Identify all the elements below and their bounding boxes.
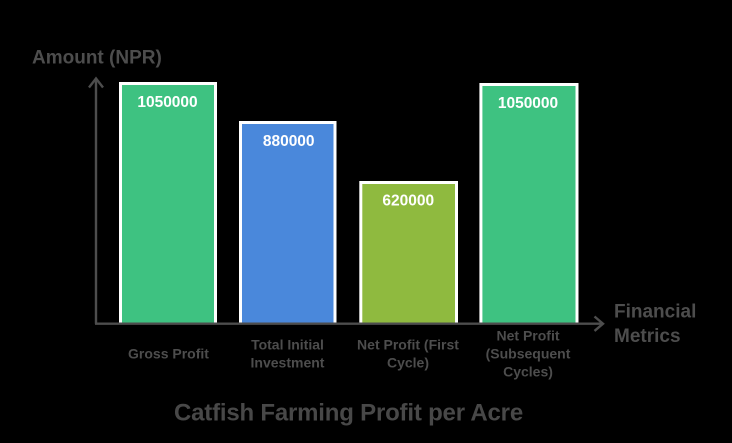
svg-text:Catfish Farming Profit per Acr: Catfish Farming Profit per Acre	[174, 400, 523, 427]
svg-text:1050000: 1050000	[137, 94, 197, 111]
svg-text:Amount (NPR): Amount (NPR)	[32, 47, 162, 68]
svg-text:620000: 620000	[382, 192, 434, 209]
svg-text:1050000: 1050000	[498, 95, 558, 112]
svg-text:880000: 880000	[263, 133, 315, 150]
svg-text:Metrics: Metrics	[614, 326, 681, 347]
svg-text:Gross Profit: Gross Profit	[128, 346, 209, 362]
svg-text:Financial: Financial	[614, 302, 696, 323]
